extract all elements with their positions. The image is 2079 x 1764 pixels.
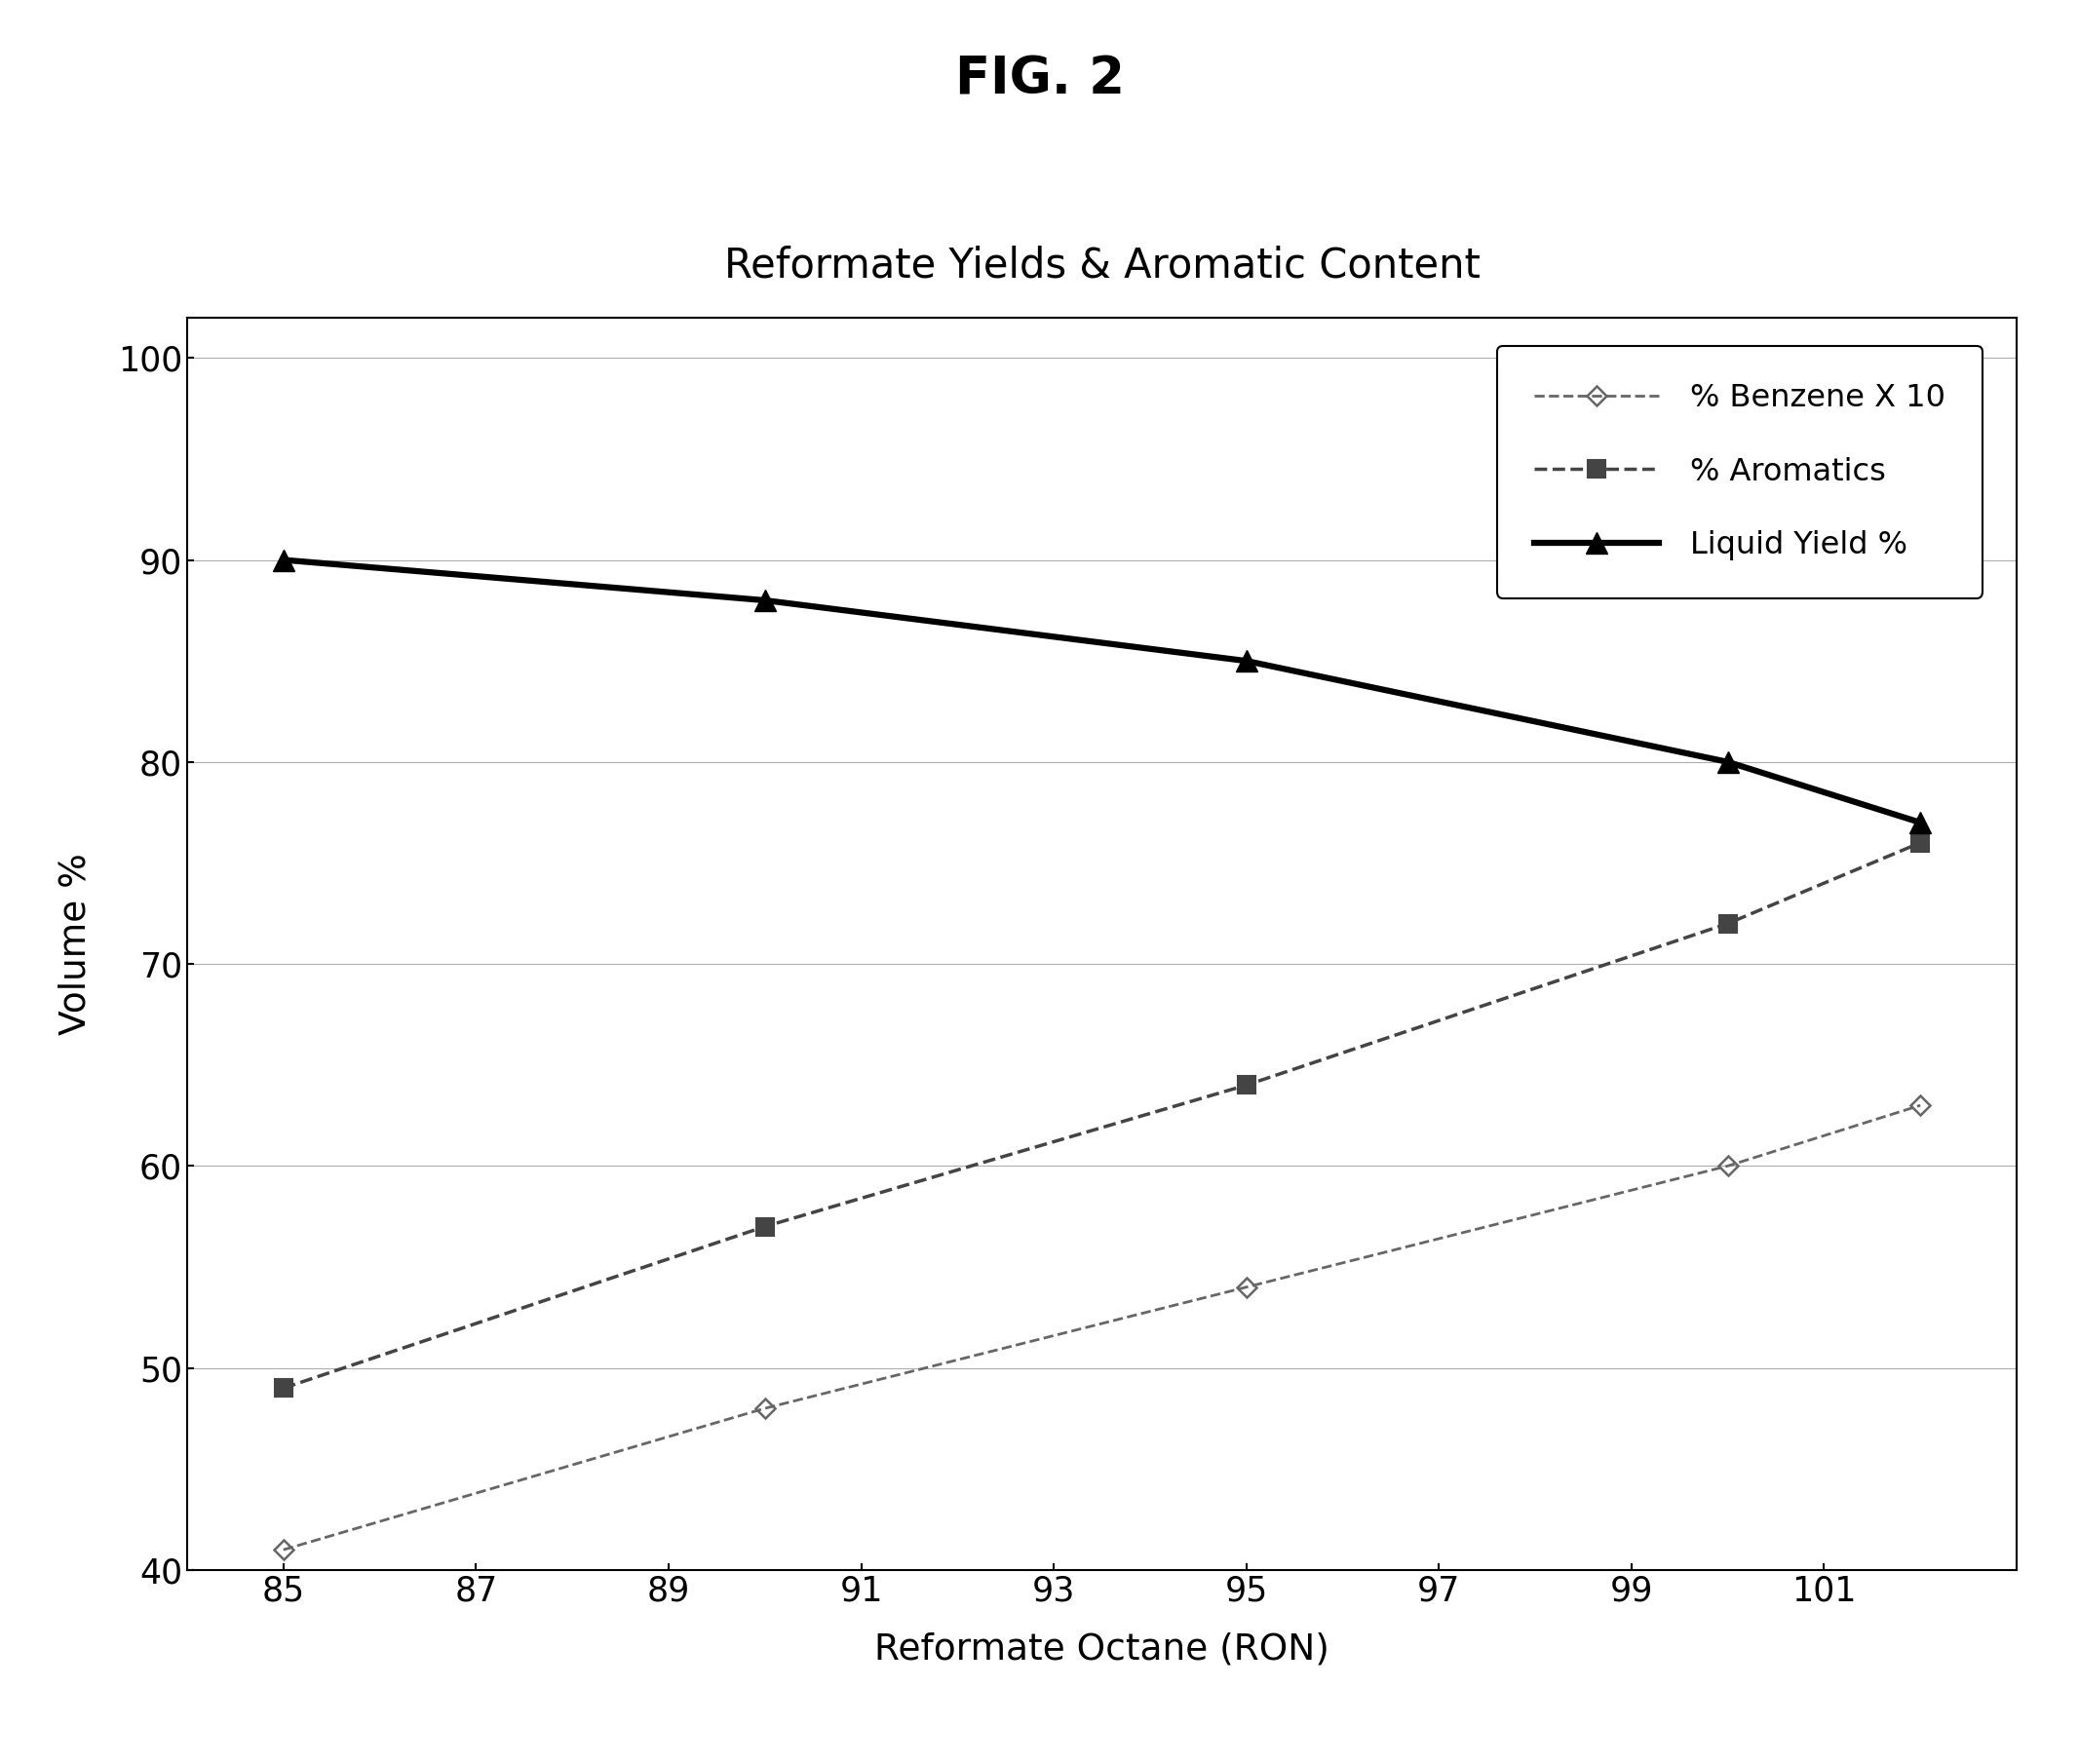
Liquid Yield % [1233,651,1258,672]
Line: % Benzene X 10: % Benzene X 10 [277,1099,1927,1556]
% Aromatics [753,1215,778,1237]
Y-axis label: Volume %: Volume % [58,852,94,1035]
Liquid Yield % [1909,811,1933,833]
% Aromatics [1909,833,1933,854]
% Benzene X 10 [270,1540,295,1561]
Text: FIG. 2: FIG. 2 [954,55,1125,104]
% Benzene X 10 [1233,1277,1258,1298]
% Aromatics [270,1378,295,1399]
X-axis label: Reformate Octane (RON): Reformate Octane (RON) [875,1632,1328,1667]
% Benzene X 10 [1909,1095,1933,1117]
% Aromatics [1715,914,1740,935]
Line: % Aromatics: % Aromatics [274,834,1929,1397]
Liquid Yield % [270,549,295,570]
% Aromatics [1233,1074,1258,1095]
Legend: % Benzene X 10, % Aromatics, Liquid Yield %: % Benzene X 10, % Aromatics, Liquid Yiel… [1497,346,1983,598]
Liquid Yield % [753,589,778,610]
Liquid Yield % [1715,751,1740,773]
Line: Liquid Yield %: Liquid Yield % [272,549,1931,833]
Title: Reformate Yields & Aromatic Content: Reformate Yields & Aromatic Content [723,245,1480,286]
% Benzene X 10 [1715,1155,1740,1177]
% Benzene X 10 [753,1397,778,1418]
